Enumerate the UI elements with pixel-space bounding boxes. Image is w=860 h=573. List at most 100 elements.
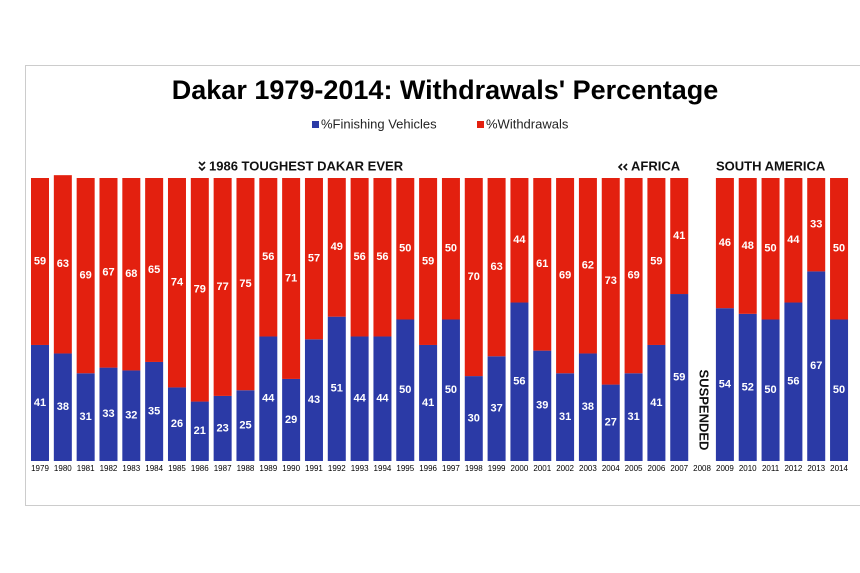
annotation: SOUTH AMERICA [716, 158, 826, 173]
arrow-down [198, 161, 206, 172]
legend-label: %Finishing Vehicles [321, 116, 437, 131]
legend-swatch [477, 121, 484, 128]
value-label: 56 [262, 251, 274, 263]
value-label: 44 [376, 393, 389, 405]
x-tick-label: 2005 [625, 464, 643, 473]
bar-segment [31, 178, 49, 345]
x-tick-label: 2009 [716, 464, 734, 473]
bar-segment [738, 178, 757, 314]
value-label: 29 [285, 414, 297, 426]
value-label: 35 [148, 405, 160, 417]
value-label: 41 [673, 230, 685, 242]
value-label: 41 [422, 397, 434, 409]
value-label: 50 [445, 384, 457, 396]
x-tick-label: 1999 [488, 464, 506, 473]
annotation: SUSPENDED [697, 370, 712, 451]
x-tick-label: 2001 [533, 464, 551, 473]
value-label: 39 [536, 400, 548, 412]
x-tick-label: 1996 [419, 464, 437, 473]
value-label: 56 [787, 376, 799, 388]
bar-segment [556, 178, 575, 374]
bar-segment [601, 178, 620, 385]
bar-segment [556, 373, 575, 461]
bar-segment [167, 387, 186, 461]
bar-segment [601, 384, 620, 461]
value-label: 44 [513, 234, 526, 246]
bar-segment [441, 178, 460, 320]
bar-segment [419, 178, 438, 345]
bar-segment [259, 336, 278, 461]
bar-segment [304, 178, 323, 340]
value-label: 50 [833, 384, 845, 396]
bar-segment [236, 178, 255, 391]
value-label: 74 [171, 277, 184, 289]
x-tick-label: 1984 [145, 464, 163, 473]
value-label: 43 [308, 394, 320, 406]
bar-segment [99, 367, 118, 461]
bar-segment [419, 344, 438, 461]
bar-segment [533, 350, 552, 461]
value-label: 79 [194, 284, 206, 296]
chart-title: Dakar 1979-2014: Withdrawals' Percentage [172, 75, 718, 105]
value-label: 59 [673, 371, 685, 383]
value-label: 44 [353, 393, 366, 405]
value-label: 67 [810, 360, 822, 372]
value-label: 23 [217, 422, 229, 434]
legend-label: %Withdrawals [486, 116, 569, 131]
bar-segment [396, 178, 415, 320]
bar-segment [327, 178, 346, 317]
value-label: 63 [490, 261, 502, 273]
x-tick-label: 1990 [282, 464, 300, 473]
value-label: 41 [34, 397, 46, 409]
bar-segment [327, 316, 346, 461]
x-tick-label: 1981 [77, 464, 95, 473]
x-tick-label: 1989 [259, 464, 277, 473]
value-label: 56 [353, 251, 365, 263]
legend-swatch [312, 121, 319, 128]
value-label: 44 [262, 393, 275, 405]
bar-segment [715, 308, 734, 461]
bar-segment [190, 401, 209, 461]
value-label: 50 [833, 243, 845, 255]
value-label: 33 [102, 408, 114, 420]
value-label: 67 [102, 267, 114, 279]
x-tick-label: 1992 [328, 464, 346, 473]
value-label: 41 [650, 397, 662, 409]
x-tick-label: 1982 [100, 464, 118, 473]
x-tick-label: 2013 [807, 464, 825, 473]
value-label: 75 [239, 278, 251, 290]
x-tick-label: 1994 [374, 464, 392, 473]
value-label: 50 [399, 384, 411, 396]
value-label: 21 [194, 425, 206, 437]
bar-segment [236, 390, 255, 461]
value-label: 50 [445, 243, 457, 255]
value-label: 49 [331, 241, 343, 253]
bar-segment [464, 178, 483, 377]
value-label: 65 [148, 264, 160, 276]
value-label: 31 [627, 411, 639, 423]
frame [25, 65, 860, 506]
bar-segment [715, 178, 734, 309]
value-label: 31 [80, 411, 92, 423]
value-label: 59 [650, 255, 662, 267]
value-label: 71 [285, 272, 297, 284]
bar-segment [282, 178, 301, 379]
value-label: 63 [57, 258, 69, 270]
annotation: AFRICA [631, 158, 681, 173]
x-tick-label: 2003 [579, 464, 597, 473]
value-label: 73 [605, 275, 617, 287]
value-label: 31 [559, 411, 571, 423]
bar-segment [145, 178, 164, 362]
bar-segment [487, 178, 506, 357]
x-tick-label: 2012 [784, 464, 802, 473]
x-tick-label: 1980 [54, 464, 72, 473]
bar-segment [53, 353, 72, 461]
x-tick-label: 1997 [442, 464, 460, 473]
value-label: 38 [57, 401, 69, 413]
bar-segment [441, 319, 460, 461]
bar-segment [213, 178, 232, 396]
bar-segment [99, 178, 118, 368]
value-label: 25 [239, 420, 251, 432]
bar-segment [464, 376, 483, 461]
